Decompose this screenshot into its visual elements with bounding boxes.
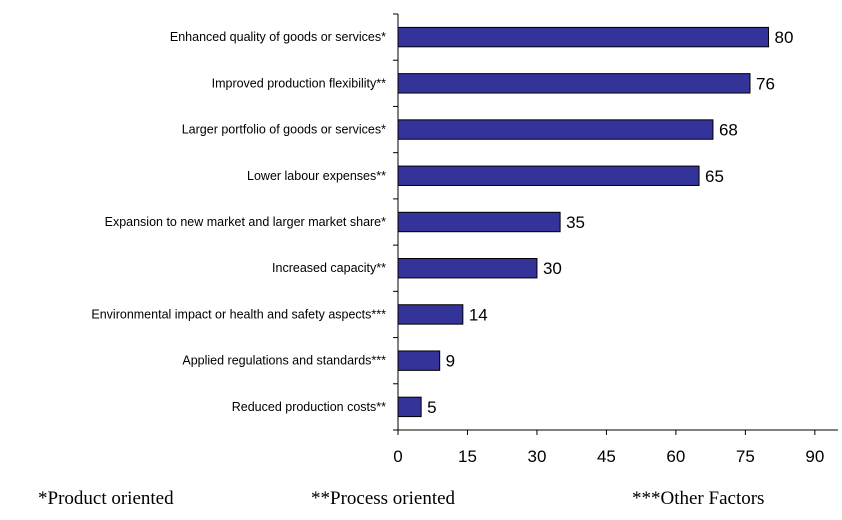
footnote-process-oriented: **Process oriented	[311, 488, 456, 509]
footnote-product-oriented: *Product oriented	[38, 488, 174, 509]
chart-labels: 0 15 30 45 60 75 90 Enhanced quality of goods o…	[91, 28, 824, 466]
chart-bars	[397, 26, 770, 418]
x-tick-label: 60	[666, 447, 685, 466]
category-label: Environmental impact or health and safet…	[91, 307, 386, 321]
x-tick-label: 15	[458, 447, 477, 466]
footnote-other-factors: ***Other Factors	[632, 488, 765, 509]
category-label: Expansion to new market and larger marke…	[105, 215, 387, 229]
footnotes: *Product oriented **Process oriented ***…	[0, 488, 842, 516]
bar-chart: 0 15 30 45 60 75 90 Enhanced quality of goods o…	[91, 13, 838, 466]
bar	[397, 26, 770, 48]
bar	[397, 304, 464, 325]
category-label: Lower labour expenses**	[247, 169, 386, 183]
category-label: Reduced production costs**	[232, 400, 386, 414]
bar	[397, 73, 751, 94]
data-label: 35	[566, 213, 585, 232]
category-label: Enhanced quality of goods or services*	[170, 30, 386, 44]
data-label: 14	[469, 305, 488, 324]
x-tick-label: 90	[805, 447, 824, 466]
x-tick-label: 75	[736, 447, 755, 466]
data-label: 30	[543, 259, 562, 278]
category-label: Applied regulations and standards***	[182, 354, 386, 368]
data-label: 65	[705, 167, 724, 186]
bar	[397, 396, 422, 418]
bar	[397, 119, 714, 140]
bar	[397, 258, 538, 279]
bar	[397, 165, 700, 186]
x-tick-label: 30	[527, 447, 546, 466]
category-label: Improved production flexibility**	[212, 76, 387, 90]
x-tick-label: 45	[597, 447, 616, 466]
category-label: Larger portfolio of goods or services*	[182, 123, 386, 137]
category-label: Increased capacity**	[272, 261, 386, 275]
bar	[397, 211, 561, 233]
data-label: 5	[427, 398, 436, 417]
data-label: 68	[719, 121, 738, 140]
x-tick-label: 0	[393, 447, 402, 466]
data-label: 76	[756, 74, 775, 93]
data-label: 80	[775, 28, 794, 47]
bar	[397, 350, 441, 371]
data-label: 9	[446, 352, 455, 371]
